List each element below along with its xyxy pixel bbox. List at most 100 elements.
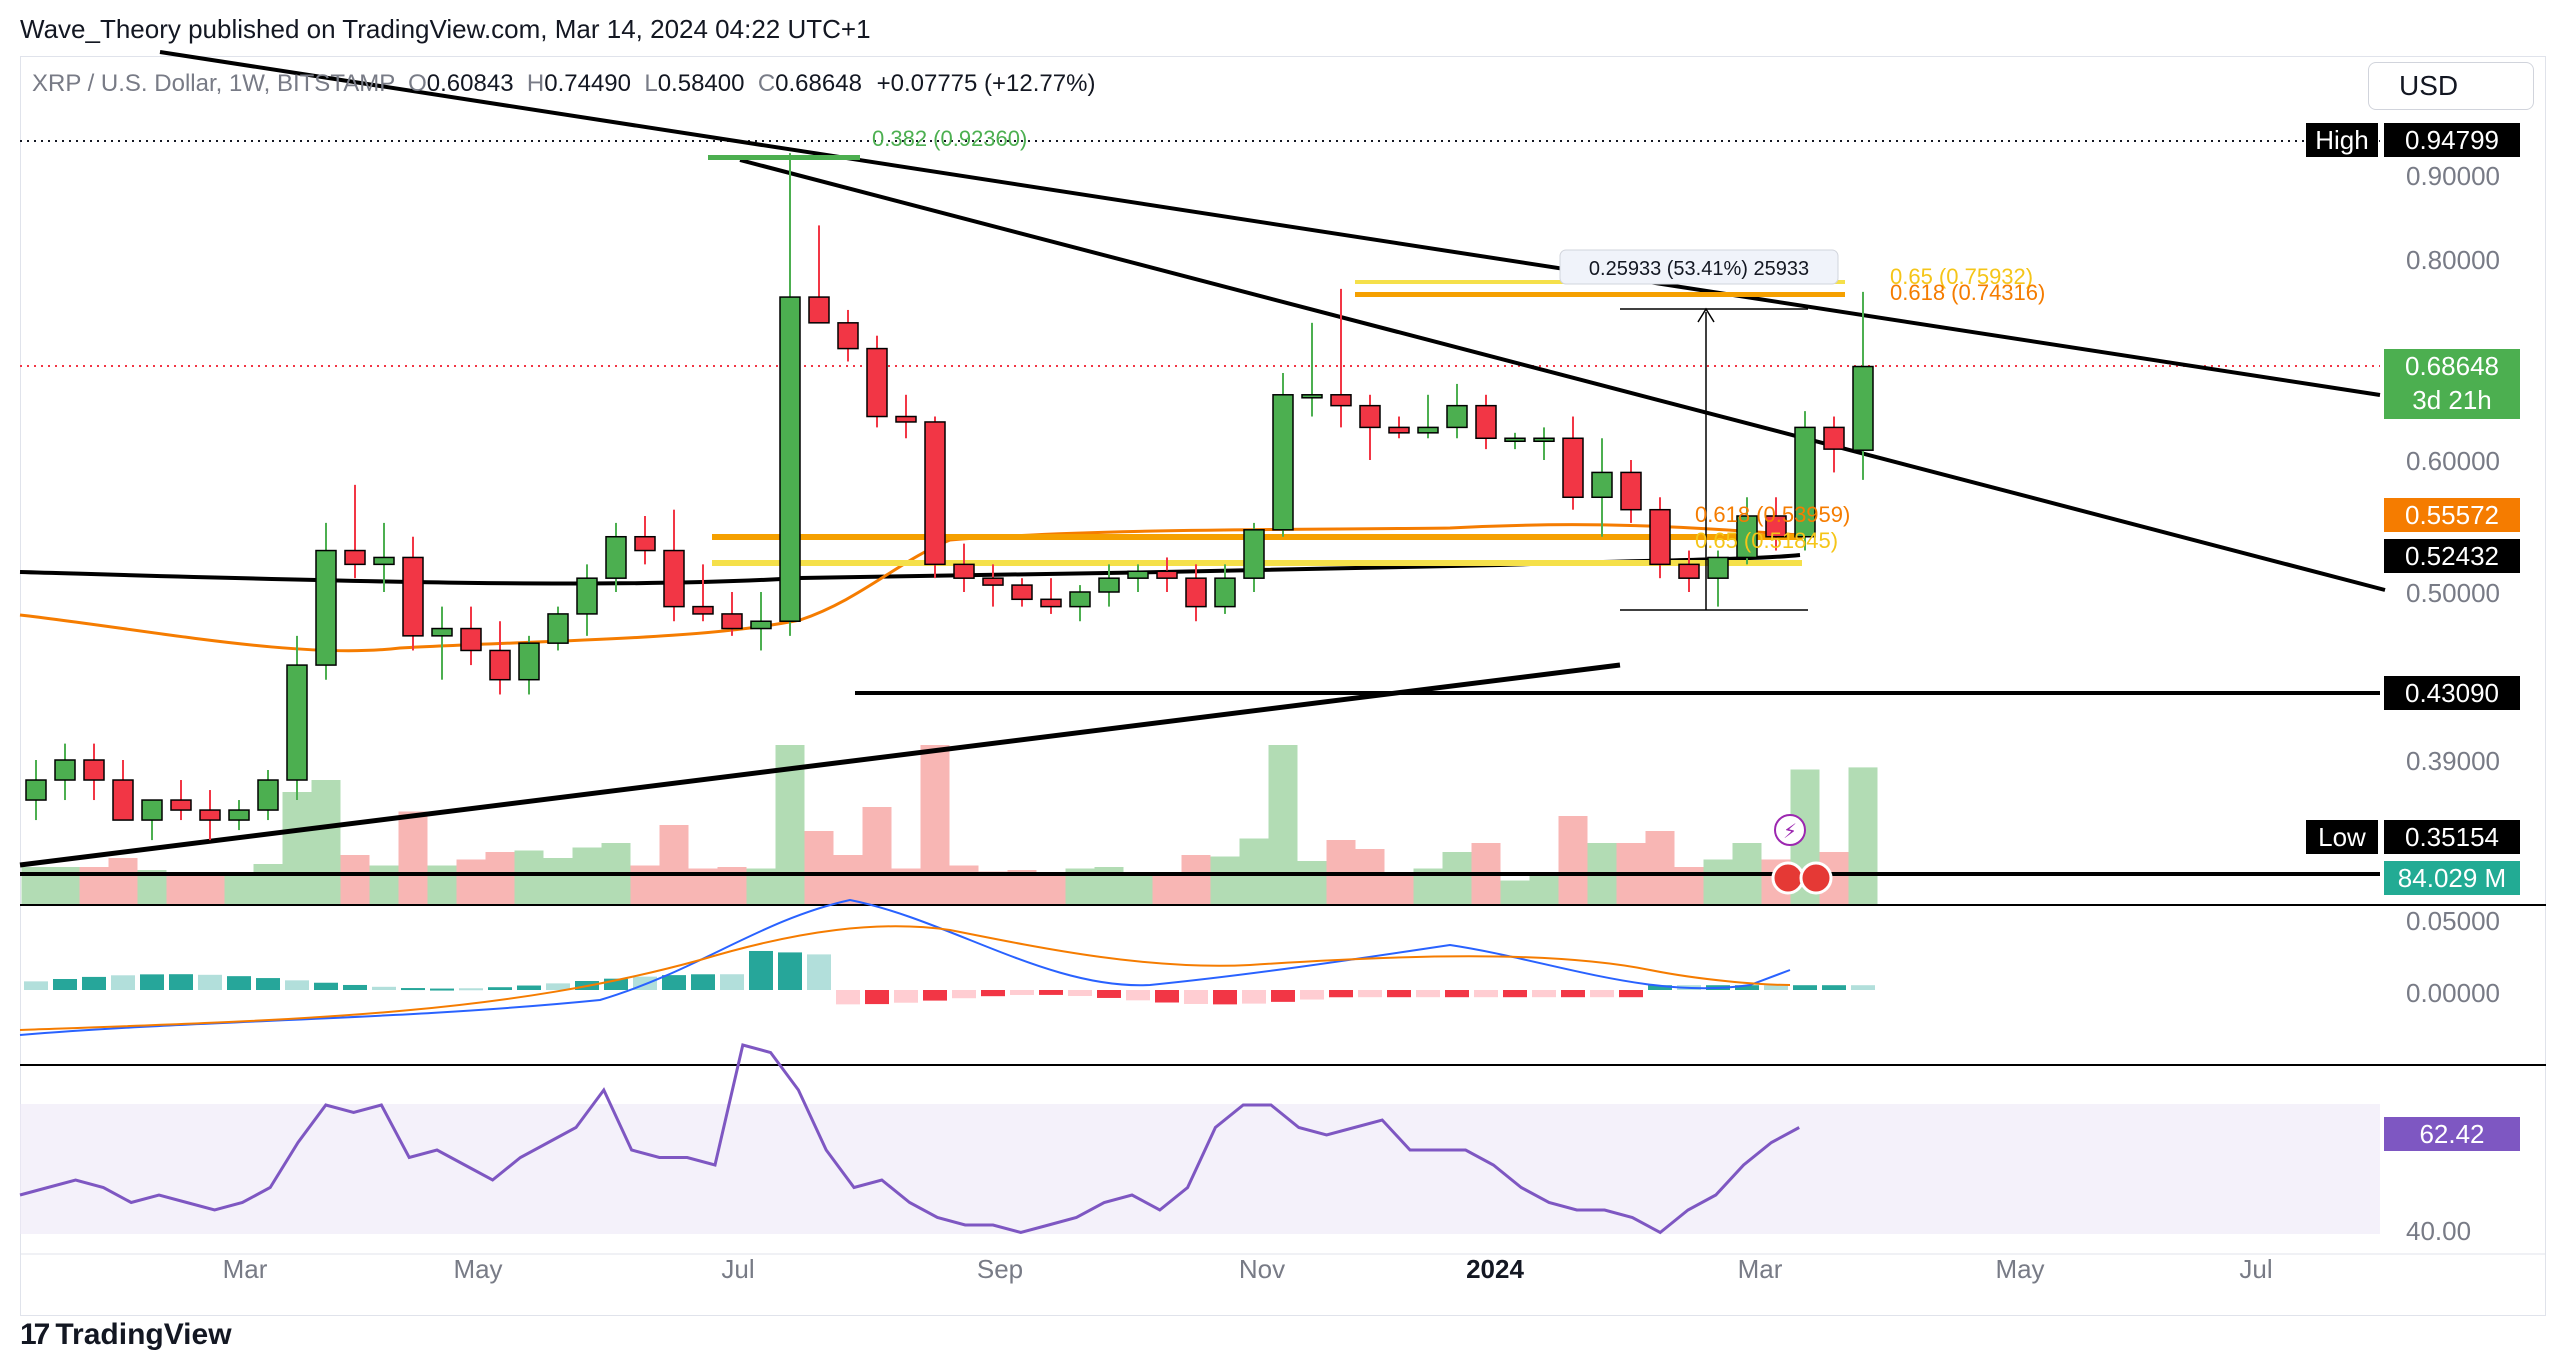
macd-histogram-bar: [662, 975, 686, 990]
candle-body: [924, 421, 946, 566]
x-axis-tick: 2024: [1466, 1254, 1524, 1284]
volume-bar: [833, 855, 863, 905]
macd-histogram-bar: [24, 981, 48, 990]
candle-body: [1649, 508, 1671, 566]
volume-bar: [1384, 874, 1414, 905]
candle-body: [1272, 394, 1294, 531]
y-axis-tick: 40.00: [2406, 1216, 2471, 1246]
volume-bar: [224, 876, 254, 905]
macd-histogram-bar: [82, 976, 106, 990]
rsi-line: [19, 1043, 1800, 1235]
candle-body: [402, 556, 424, 637]
macd-histogram-bar: [952, 990, 976, 999]
candle-body: [257, 779, 279, 811]
measure-arrowhead: [1697, 307, 1715, 323]
candle-body: [1736, 515, 1758, 559]
measure-label-box: [1559, 249, 1839, 285]
candle-body: [866, 347, 888, 418]
macd-histogram-bar: [1039, 990, 1063, 995]
volume-bar: [1210, 856, 1240, 905]
x-axis-tick: May: [1995, 1254, 2044, 1284]
volume-bar: [630, 865, 660, 905]
macd-histogram-bar: [1764, 985, 1788, 990]
candle-body: [1475, 404, 1497, 440]
candle-body: [1852, 365, 1874, 451]
fib-618-upper-line: [1355, 292, 1845, 297]
y-axis-tick: 0.60000: [2406, 446, 2500, 476]
y-axis-tick: 0.00000: [2406, 978, 2500, 1008]
macd-histogram-bar: [1735, 985, 1759, 990]
y-axis-tick: 0.50000: [2406, 578, 2500, 608]
candle-body: [170, 799, 192, 811]
x-axis-tick: Jul: [721, 1254, 754, 1284]
change-value: +0.07775 (+12.77%): [876, 70, 1096, 97]
macd-histogram-bar: [1474, 990, 1498, 998]
volume-bar: [949, 865, 979, 905]
macd-histogram-bar: [1242, 990, 1266, 1004]
volume-bar: [398, 811, 428, 905]
candle-body: [1127, 570, 1149, 579]
open-label: O: [408, 70, 427, 97]
volume-bar: [1645, 831, 1675, 905]
volume-bar: [659, 825, 689, 905]
lightning-glyph: ⚡: [1783, 819, 1797, 843]
candle-body: [837, 322, 859, 350]
macd-histogram-bar: [53, 979, 77, 990]
candle-body: [895, 415, 917, 423]
candle-body: [1011, 584, 1033, 601]
candle-body: [228, 809, 250, 821]
candle-body: [721, 613, 743, 630]
currency-selector[interactable]: USD: [2368, 62, 2534, 110]
macd-histogram-bar: [1358, 990, 1382, 998]
ascending-support-trendline: [19, 662, 1621, 868]
tradingview-logo-icon: 17: [20, 1318, 50, 1351]
candle-body: [576, 577, 598, 615]
measure-label: 0.25933 (53.41%) 25933: [1589, 258, 1809, 280]
low-value: 0.58400: [657, 70, 745, 97]
volume-bar: [978, 871, 1008, 905]
candle-body: [1707, 556, 1729, 579]
macd-histogram-bar: [1010, 990, 1034, 995]
macd-histogram-bar: [778, 952, 802, 990]
candle-body: [1678, 563, 1700, 579]
x-axis-tick: Mar: [223, 1254, 268, 1284]
macd-histogram-bar: [981, 990, 1005, 997]
candle-body: [25, 779, 47, 801]
candle-body: [286, 664, 308, 781]
macd-histogram-bar: [1590, 990, 1614, 998]
macd-histogram-bar: [1851, 985, 1875, 990]
currency-label: USD: [2399, 70, 2459, 101]
candle-body: [1359, 404, 1381, 429]
symbol-label[interactable]: XRP / U.S. Dollar, 1W, BITSTAMP: [32, 70, 395, 97]
brand[interactable]: 17 TradingView: [20, 1318, 232, 1352]
price-label-box: [2384, 676, 2520, 710]
macd-histogram-bar: [1126, 990, 1150, 1001]
macd-histogram-bar: [198, 974, 222, 990]
x-axis-tick: Nov: [1239, 1254, 1285, 1284]
macd-histogram-bar: [459, 988, 483, 991]
price-label-box: [2384, 123, 2520, 157]
macd-histogram-bar: [343, 984, 367, 990]
macd-histogram-bar: [1155, 990, 1179, 1003]
macd-histogram-bar: [1648, 985, 1672, 990]
candle-body: [54, 759, 76, 781]
ohlc-legend: XRP / U.S. Dollar, 1W, BITSTAMP O0.60843…: [32, 70, 1095, 98]
price-label-countdown: 3d 21h: [2412, 385, 2492, 415]
price-label-box: [2384, 820, 2520, 854]
candle-body: [373, 556, 395, 566]
macd-histogram-bar: [546, 983, 570, 990]
chart-frame: [20, 56, 2546, 1316]
price-label-box: [2384, 498, 2520, 532]
volume-bar: [1297, 861, 1327, 905]
candle-body: [1243, 529, 1265, 579]
candle-body: [518, 642, 540, 681]
y-axis-tick: 0.05000: [2406, 906, 2500, 936]
macd-histogram-bar: [256, 978, 280, 990]
candle-body: [1069, 591, 1091, 608]
fib-382-line: [708, 155, 860, 160]
volume-bar: [485, 852, 515, 905]
candle-body: [315, 549, 337, 666]
volume-bar: [369, 865, 399, 905]
rsi-band: [20, 1104, 2380, 1234]
